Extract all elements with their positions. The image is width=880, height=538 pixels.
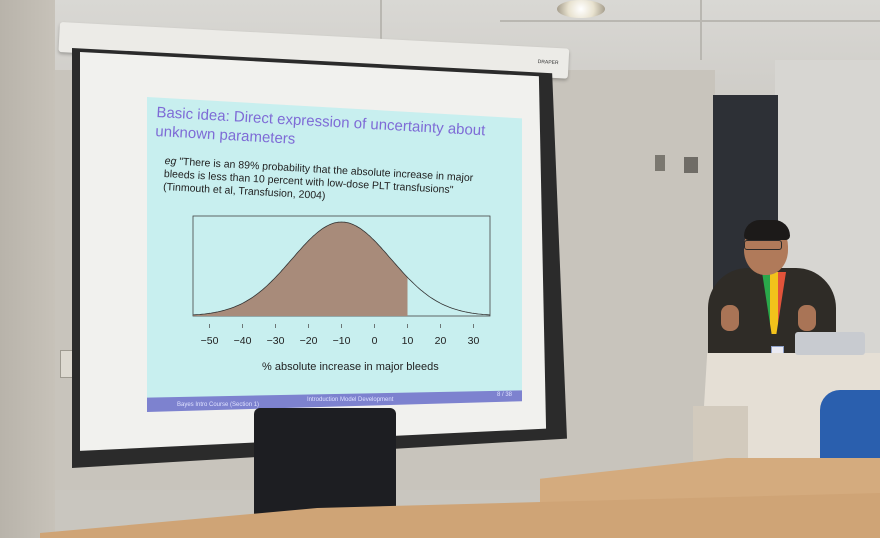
podium-front-panel bbox=[693, 406, 748, 461]
wall-vent bbox=[684, 157, 698, 173]
light-switch bbox=[60, 350, 74, 378]
glasses bbox=[744, 240, 782, 250]
chart-x-axis-label: % absolute increase in major bleeds bbox=[262, 361, 439, 373]
x-tick-label: 0 bbox=[372, 335, 378, 347]
office-chair bbox=[254, 408, 396, 518]
x-tick-label: 30 bbox=[468, 335, 480, 347]
presenter-hair bbox=[744, 220, 790, 240]
ceiling-light bbox=[557, 0, 605, 18]
density-chart: −50 −40 −30 −20 −10 0 10 20 30 bbox=[192, 215, 491, 347]
presenter-right-hand bbox=[798, 305, 816, 331]
footer-page-number: 8 / 38 bbox=[497, 392, 513, 398]
x-tick-label: −10 bbox=[333, 335, 351, 347]
footer-left-text: Bayes Intro Course (Section 1) bbox=[177, 402, 260, 408]
left-wall bbox=[0, 0, 55, 538]
shaded-area bbox=[193, 222, 408, 316]
x-tick-label: −50 bbox=[201, 335, 219, 347]
wall-vent bbox=[655, 155, 665, 171]
ceiling-tile-seam bbox=[500, 20, 880, 22]
x-tick-label: −20 bbox=[300, 335, 318, 347]
x-tick-label: −30 bbox=[267, 335, 285, 347]
ceiling-tile-seam bbox=[700, 0, 702, 60]
x-tick-label: 10 bbox=[402, 335, 414, 347]
laptop bbox=[795, 332, 865, 355]
footer-mid-text: Introduction Model Development bbox=[307, 397, 394, 403]
x-tick-label: −40 bbox=[234, 335, 252, 347]
density-curve bbox=[192, 221, 491, 316]
x-tick-label: 20 bbox=[435, 335, 447, 347]
quote-prefix: eg bbox=[164, 155, 177, 168]
ceiling-tile-seam bbox=[380, 0, 382, 55]
presenter-left-hand bbox=[721, 305, 739, 331]
housing-brand-label: DRAPER bbox=[537, 59, 559, 67]
